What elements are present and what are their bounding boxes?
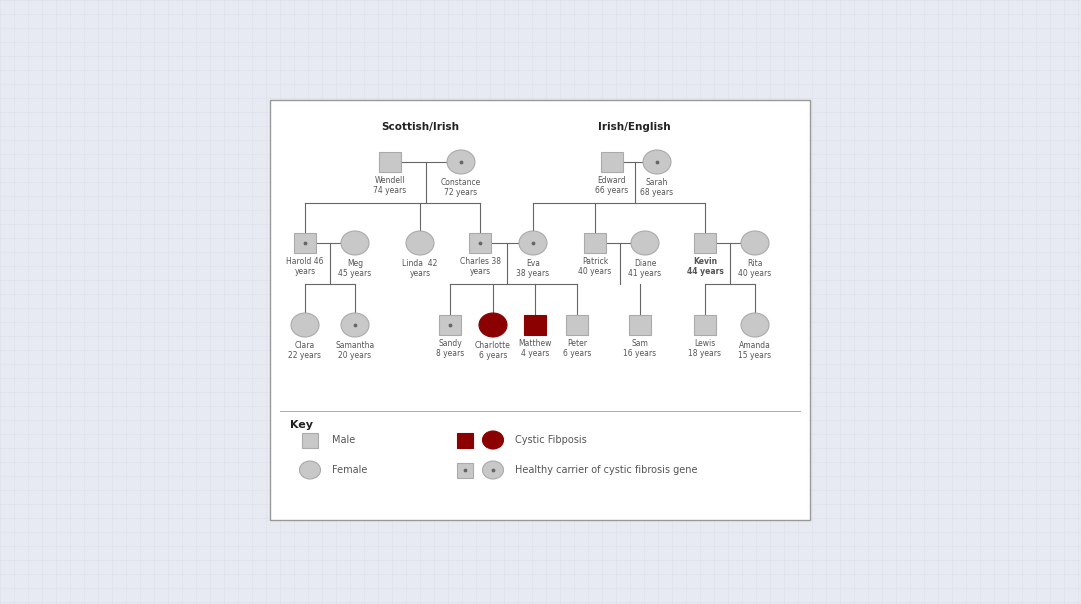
- Ellipse shape: [740, 313, 769, 337]
- Text: Diane
41 years: Diane 41 years: [628, 259, 662, 278]
- Text: Key: Key: [290, 420, 313, 430]
- Ellipse shape: [479, 313, 507, 337]
- Text: Cystic Fibposis: Cystic Fibposis: [515, 435, 587, 445]
- Text: Sam
16 years: Sam 16 years: [624, 339, 656, 358]
- Ellipse shape: [291, 313, 319, 337]
- Bar: [379, 152, 401, 172]
- Ellipse shape: [740, 231, 769, 255]
- Ellipse shape: [341, 313, 369, 337]
- Text: Sarah
68 years: Sarah 68 years: [640, 178, 673, 198]
- Text: Charlotte
6 years: Charlotte 6 years: [475, 341, 511, 361]
- Text: Peter
6 years: Peter 6 years: [563, 339, 591, 358]
- Text: Matthew
4 years: Matthew 4 years: [518, 339, 551, 358]
- Text: Charles 38
years: Charles 38 years: [459, 257, 501, 277]
- Bar: [457, 463, 473, 478]
- Ellipse shape: [482, 461, 504, 479]
- Ellipse shape: [341, 231, 369, 255]
- Text: Wendell
74 years: Wendell 74 years: [373, 176, 406, 196]
- Text: Constance
72 years: Constance 72 years: [441, 178, 481, 198]
- Text: Edward
66 years: Edward 66 years: [596, 176, 629, 196]
- Text: Scottish/Irish: Scottish/Irish: [381, 122, 459, 132]
- Bar: [270, 100, 810, 520]
- Text: Irish/English: Irish/English: [598, 122, 670, 132]
- Text: Meg
45 years: Meg 45 years: [338, 259, 372, 278]
- Text: Samantha
20 years: Samantha 20 years: [335, 341, 375, 361]
- Bar: [457, 432, 473, 448]
- Ellipse shape: [631, 231, 659, 255]
- Bar: [601, 152, 623, 172]
- Text: Clara
22 years: Clara 22 years: [289, 341, 321, 361]
- Bar: [584, 233, 606, 253]
- Bar: [302, 432, 318, 448]
- Text: Linda  42
years: Linda 42 years: [402, 259, 438, 278]
- Text: Male: Male: [332, 435, 356, 445]
- Ellipse shape: [299, 461, 320, 479]
- Ellipse shape: [643, 150, 671, 174]
- Bar: [524, 315, 546, 335]
- Text: Kevin
44 years: Kevin 44 years: [686, 257, 723, 277]
- Text: Harold 46
years: Harold 46 years: [286, 257, 323, 277]
- Text: Sandy
8 years: Sandy 8 years: [436, 339, 464, 358]
- Ellipse shape: [519, 231, 547, 255]
- Text: Lewis
18 years: Lewis 18 years: [689, 339, 721, 358]
- Bar: [566, 315, 588, 335]
- Ellipse shape: [482, 431, 504, 449]
- Text: Female: Female: [332, 465, 368, 475]
- Bar: [694, 315, 716, 335]
- Text: Eva
38 years: Eva 38 years: [517, 259, 549, 278]
- Ellipse shape: [406, 231, 433, 255]
- Bar: [439, 315, 461, 335]
- Ellipse shape: [448, 150, 475, 174]
- Bar: [694, 233, 716, 253]
- Bar: [469, 233, 491, 253]
- Bar: [629, 315, 651, 335]
- Text: Patrick
40 years: Patrick 40 years: [578, 257, 612, 277]
- Text: Healthy carrier of cystic fibrosis gene: Healthy carrier of cystic fibrosis gene: [515, 465, 697, 475]
- Text: Amanda
15 years: Amanda 15 years: [738, 341, 772, 361]
- Text: Rita
40 years: Rita 40 years: [738, 259, 772, 278]
- Bar: [294, 233, 316, 253]
